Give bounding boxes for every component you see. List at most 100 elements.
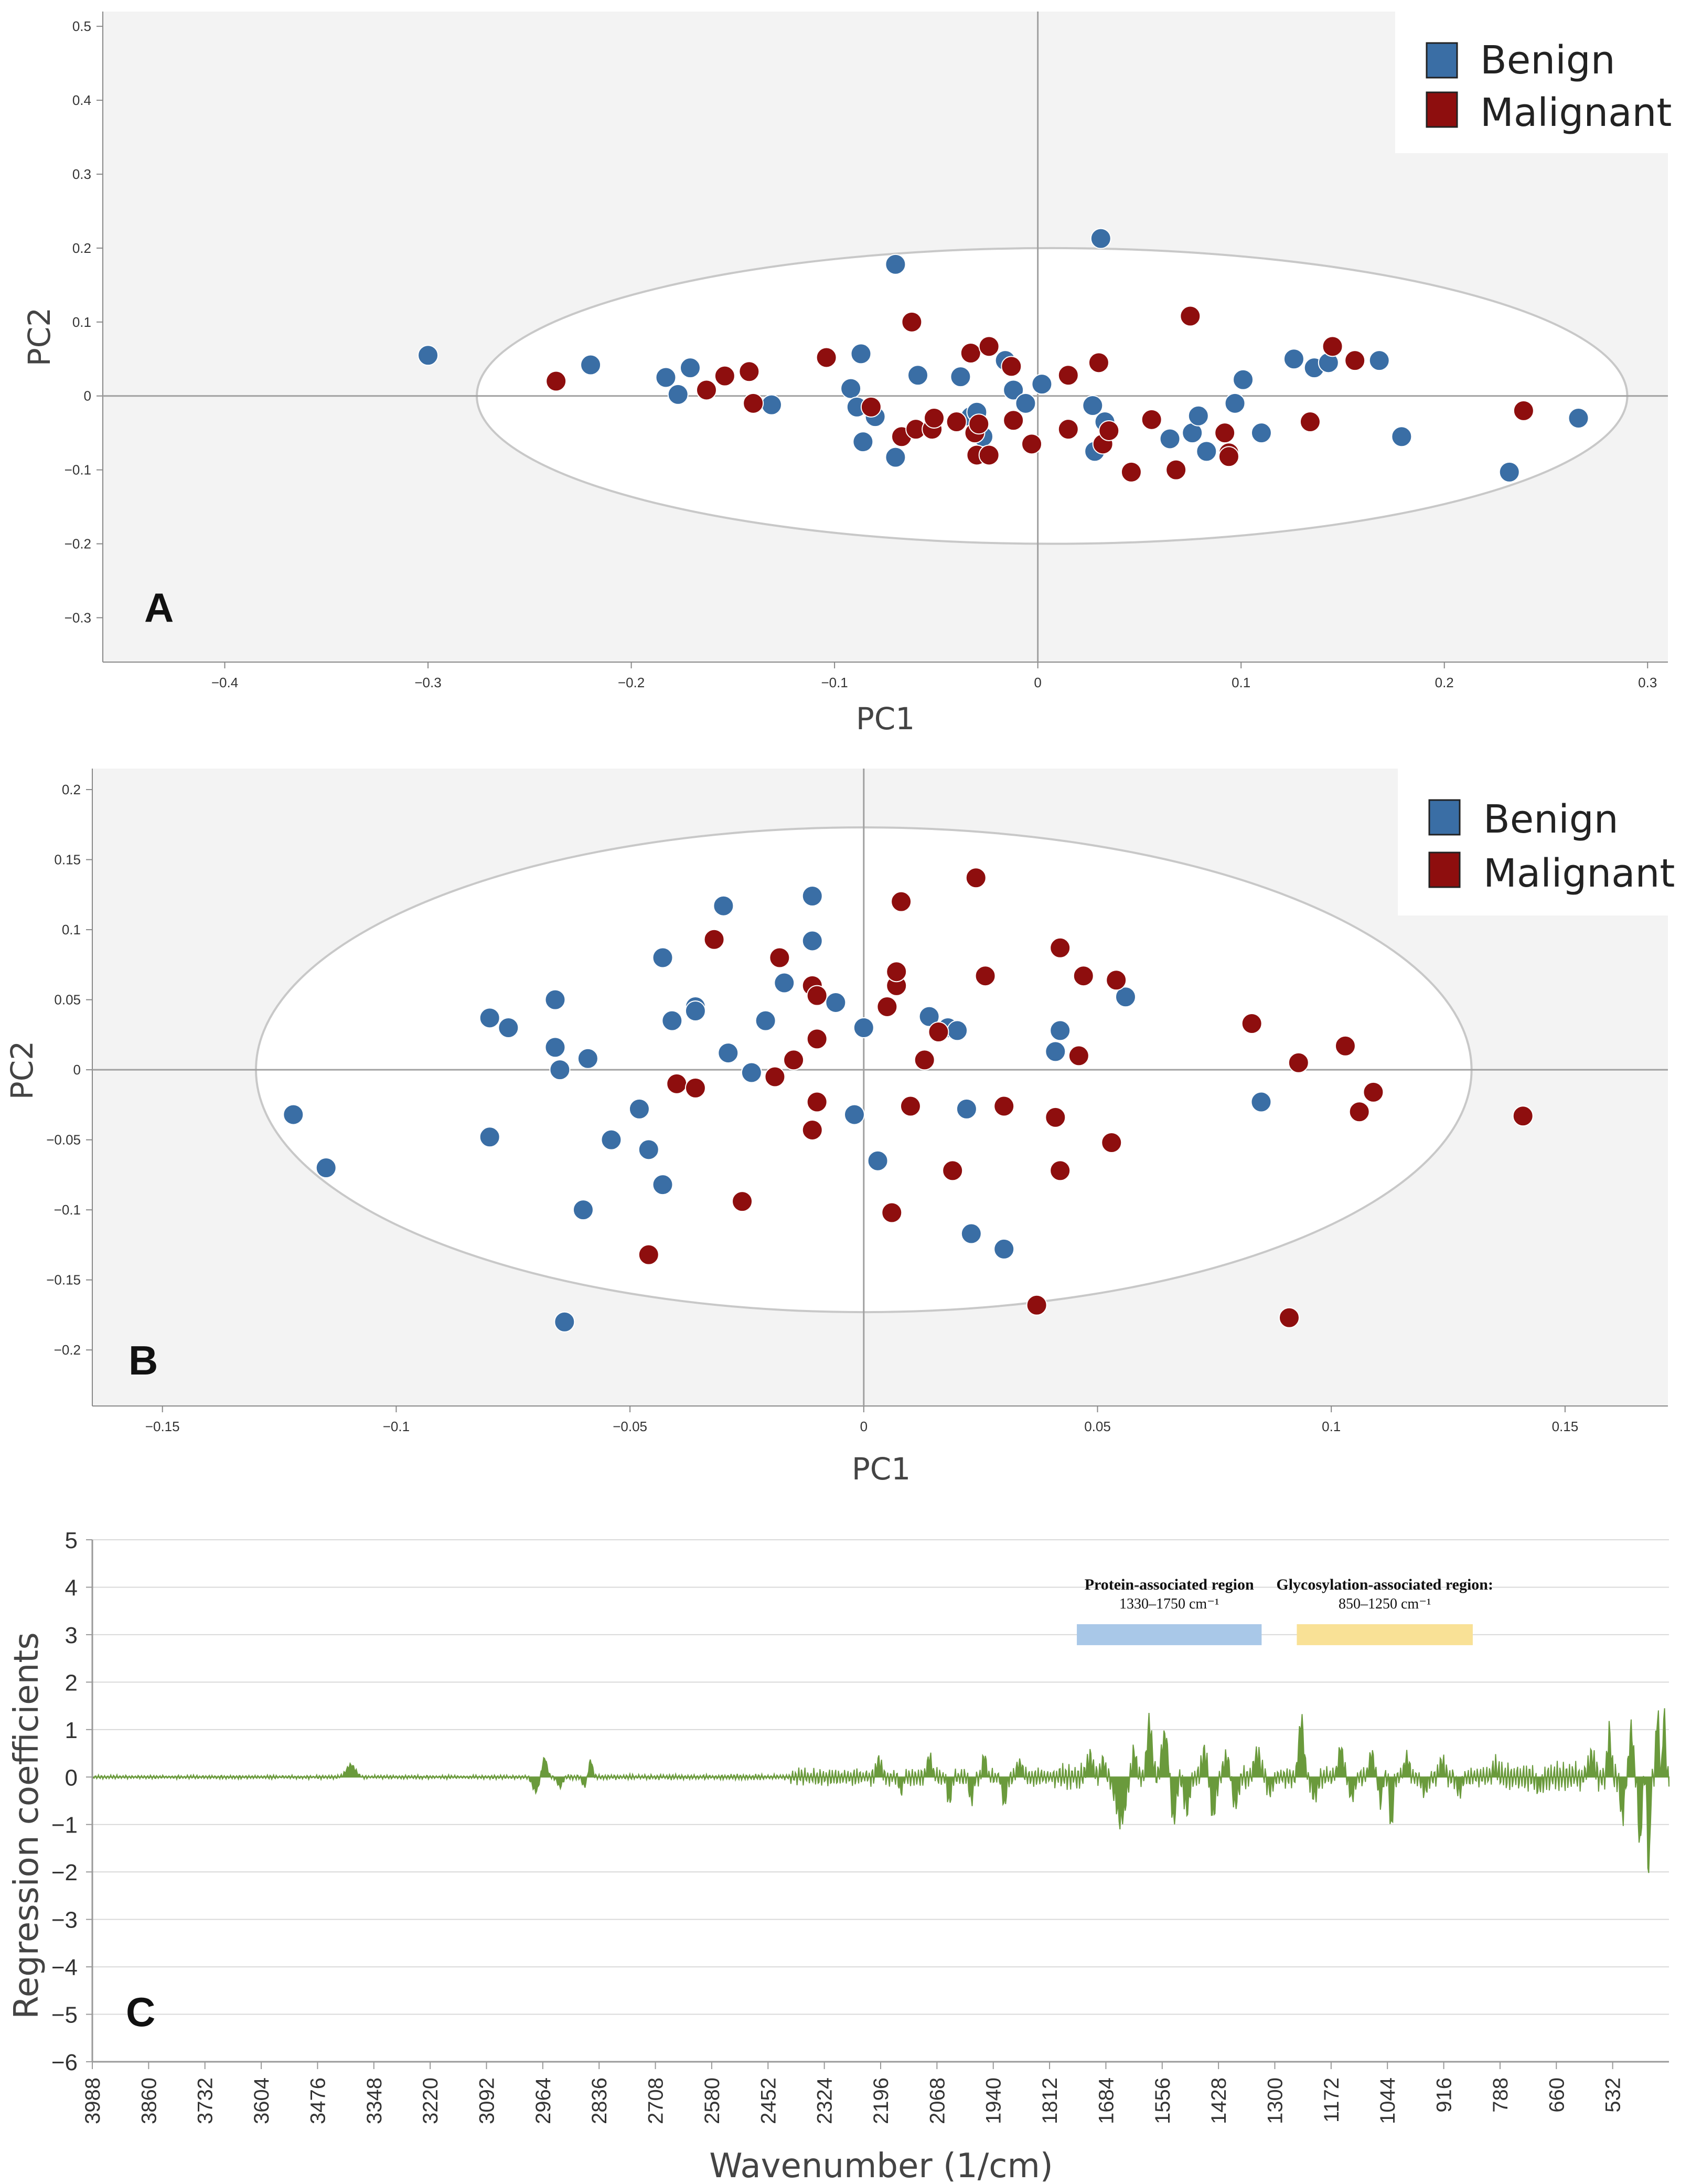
benign-point [993,1238,1015,1260]
x-tick-label: 788 [1489,2078,1512,2113]
benign-point [628,1098,650,1120]
y-tick-label: 0.05 [54,992,81,1008]
panel-c-y-label: Regression coefficients [7,1632,46,2019]
malignant-point [886,961,907,983]
panel-b-legend-box [1398,769,1668,915]
x-tick-label: 3092 [476,2078,499,2124]
malignant-point [1334,1035,1356,1057]
x-tick-label: 0.1 [1232,675,1250,690]
panel-b-y-label: PC2 [4,1041,40,1100]
x-tick-label: 532 [1602,2078,1625,2113]
y-tick-label: −5 [51,2002,78,2028]
panel-c-gridlines [92,1539,1669,2062]
x-tick-label: 1556 [1151,2078,1174,2124]
malignant-point [1165,459,1187,481]
malignant-point [942,1160,964,1181]
malignant-point [1278,1307,1300,1328]
malignant-point [1288,1052,1309,1073]
malignant-point [1120,461,1142,483]
x-tick-label: 0.3 [1638,675,1657,690]
malignant-point [1348,1101,1370,1123]
benign-point [1045,1041,1066,1062]
malignant-point [891,891,912,912]
x-tick-label: 2452 [757,2078,780,2124]
malignant-point [769,947,790,968]
panel-b-zero-lines [92,769,1668,1406]
x-tick-label: 3988 [81,2078,104,2124]
y-tick-label: 0.15 [54,852,81,868]
x-tick-label: 2324 [814,2078,837,2124]
malignant-point [806,985,828,1006]
benign-point [885,253,906,275]
malignant-point [978,444,1000,466]
y-tick-label: 0.2 [62,782,81,797]
x-tick-label: 3220 [419,2078,442,2124]
y-tick-label: 0 [65,1765,78,1791]
benign-point [1090,228,1111,249]
x-tick-label: 0.05 [1084,1419,1111,1434]
benign-point [801,886,823,907]
benign-point [713,895,734,917]
malignant-point [801,1119,823,1141]
malignant-point [1057,419,1079,440]
y-tick-label: 2 [65,1670,78,1696]
y-tick-label: 3 [65,1623,78,1648]
benign-point [1391,426,1412,448]
panel-a-legend-malignant-swatch [1426,91,1458,128]
panel-a-zero-lines [103,12,1668,662]
x-tick-label: 3348 [363,2078,386,2124]
panel-a-legend: Benign Malignant [1395,12,1672,153]
malignant-point [914,1049,935,1071]
malignant-point [860,396,882,418]
benign-point [774,972,795,994]
benign-point [1031,374,1053,395]
benign-point [554,1311,575,1333]
benign-point [1003,379,1024,401]
benign-point [1368,350,1390,371]
malignant-point [1045,1106,1066,1128]
malignant-point [1512,1105,1534,1127]
malignant-point [806,1091,828,1113]
malignant-point [1363,1081,1384,1103]
malignant-point [928,1021,949,1043]
malignant-point [764,1066,786,1088]
malignant-point [684,1077,706,1099]
malignant-point [1026,1294,1047,1316]
benign-point [761,394,782,416]
panel-b-legend-malignant-swatch [1428,851,1461,888]
benign-point [1187,405,1209,427]
benign-point [638,1139,659,1160]
y-tick-label: 0.2 [72,240,91,256]
panel-b-legend-benign: Benign [1483,797,1619,842]
x-tick-label: −0.1 [821,675,848,690]
malignant-point [900,1095,921,1117]
x-tick-label: −0.1 [383,1419,410,1434]
benign-point [950,366,971,388]
panel-b-legend-benign-swatch [1428,799,1461,836]
x-tick-label: 2196 [870,2078,893,2124]
malignant-point [666,1073,688,1094]
y-tick-label: −0.2 [65,536,91,552]
x-tick-label: −0.15 [145,1419,180,1434]
panel-b-legend-malignant: Malignant [1483,851,1675,896]
panel-a-x-label: PC1 [856,701,915,737]
y-tick-label: −1 [51,1813,78,1838]
malignant-point [901,311,923,333]
x-tick-label: 3604 [250,2078,273,2124]
benign-point [1196,441,1217,462]
benign-point [850,343,872,365]
y-tick-label: 5 [65,1528,78,1553]
benign-point [1159,428,1181,450]
x-tick-label: 2580 [701,2078,724,2124]
y-tick-label: −0.1 [65,462,91,478]
benign-point [825,992,847,1013]
benign-point [655,367,677,388]
region-title: Protein-associated region [1085,1576,1254,1593]
panel-c: Protein-associated region 1330–1750 cm⁻¹ G… [7,1528,1669,2184]
malignant-point [783,1049,805,1071]
malignant-point [638,1244,659,1265]
benign-point [741,1062,762,1083]
benign-point [960,1223,982,1244]
y-tick-label: 0.1 [72,314,91,330]
